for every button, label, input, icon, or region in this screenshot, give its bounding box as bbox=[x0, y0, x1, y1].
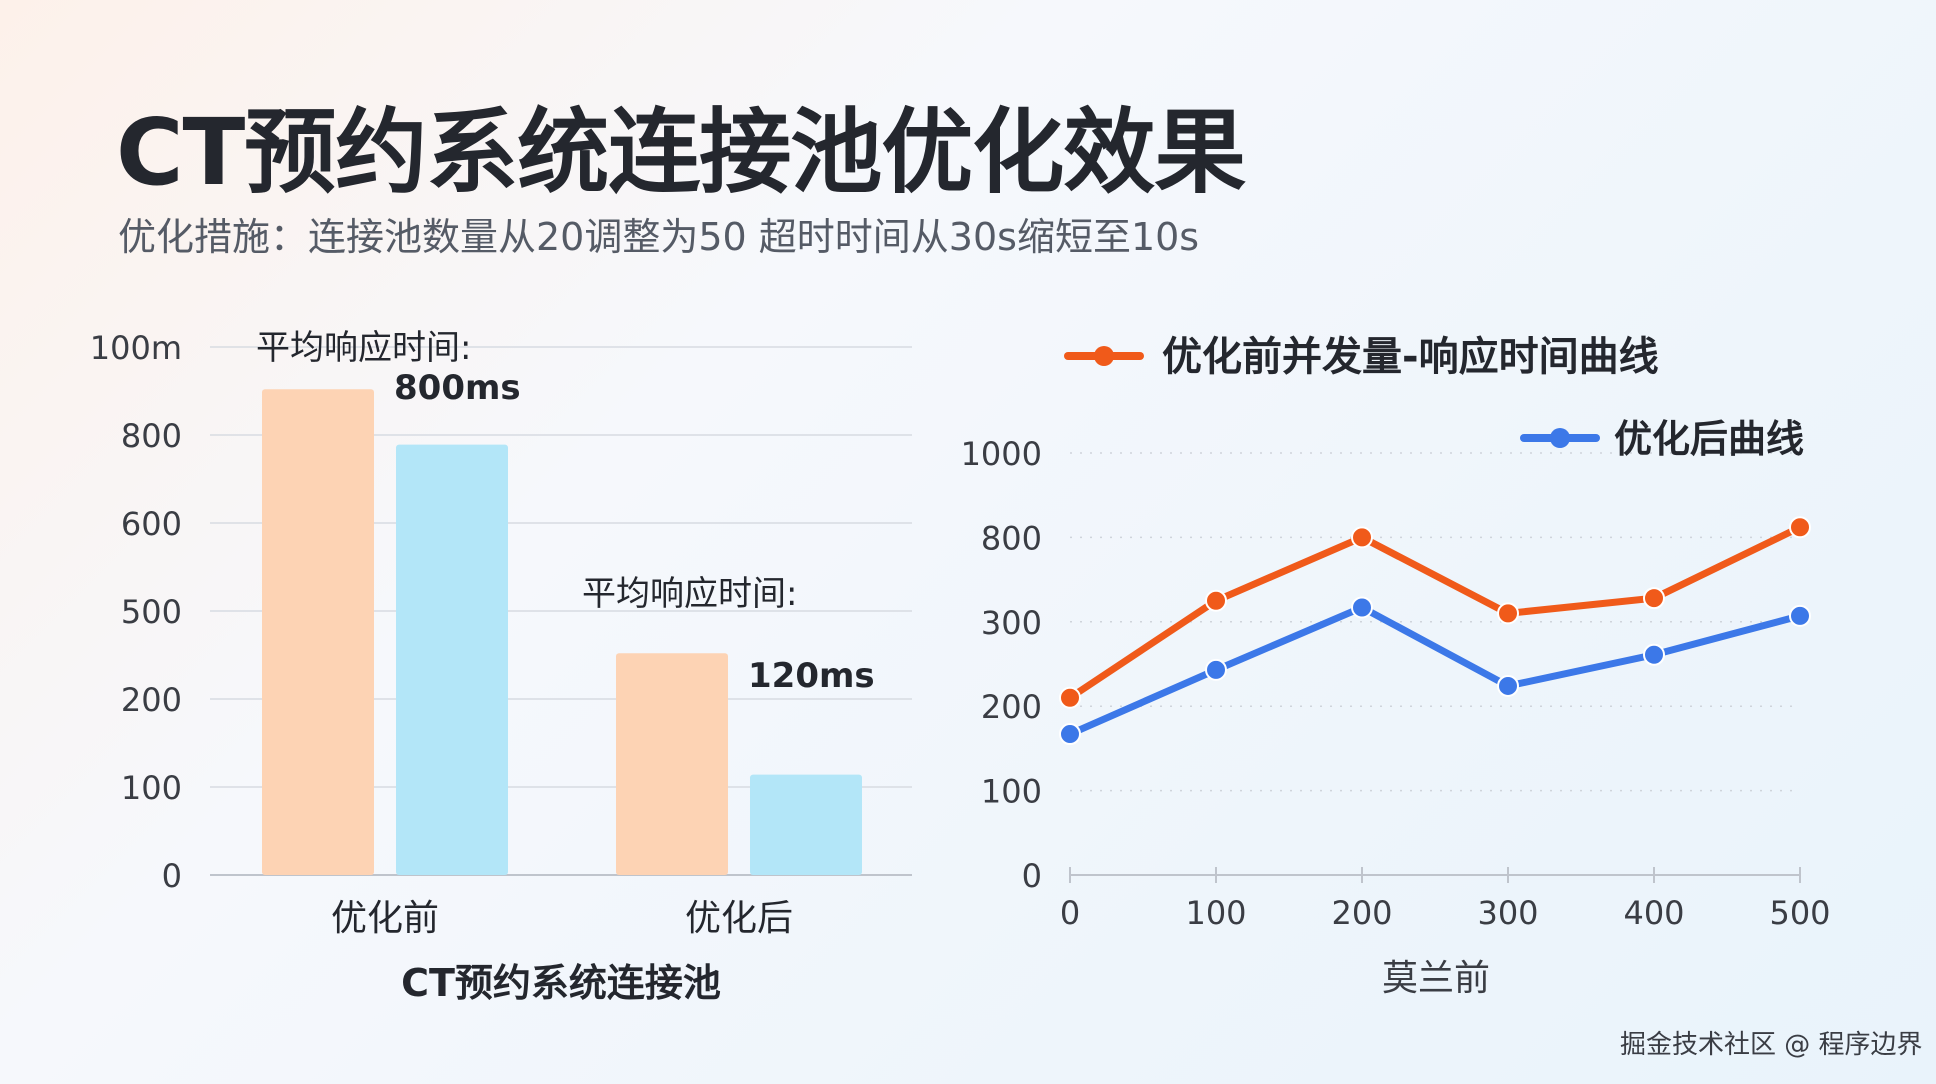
data-point bbox=[1205, 589, 1227, 612]
line-x-tick-label: 0 bbox=[1060, 894, 1080, 932]
bar-y-tick-label: 800 bbox=[121, 417, 182, 455]
line-y-tick-label: 800 bbox=[981, 519, 1042, 557]
bar-chart: 0 100 200 500 600 800 100m 优化前 优化后 CT预约系统连接池 bbox=[90, 329, 912, 1000]
data-point bbox=[1789, 516, 1811, 539]
bar-y-tick-label: 200 bbox=[121, 681, 182, 719]
data-point bbox=[1643, 643, 1665, 666]
data-point bbox=[1789, 604, 1811, 627]
line-y-tick-label: 1000 bbox=[961, 435, 1042, 473]
legend-swatch-marker bbox=[1094, 346, 1114, 366]
bar-x-axis-title: CT预约系统连接池 bbox=[401, 961, 721, 1000]
line-y-tick-label: 0 bbox=[1022, 857, 1042, 895]
legend-label: 优化后曲线 bbox=[1614, 417, 1804, 461]
line-x-tick-label: 100 bbox=[1185, 894, 1246, 932]
line-y-tick-label: 200 bbox=[981, 688, 1042, 726]
series-line bbox=[1066, 523, 1804, 702]
page-title: CT预约系统连接池优化效果 bbox=[116, 99, 1246, 206]
legend-swatch-marker bbox=[1550, 428, 1570, 448]
series-line bbox=[1066, 603, 1804, 738]
bar bbox=[750, 774, 862, 875]
bar-annotation-label: 平均响应时间: bbox=[582, 574, 798, 614]
legend-label: 优化前并发量-响应时间曲线 bbox=[1162, 334, 1659, 380]
data-point bbox=[1351, 526, 1373, 549]
data-point bbox=[1497, 602, 1519, 625]
bar-annotation-value: 120ms bbox=[748, 656, 875, 696]
bar bbox=[396, 444, 508, 875]
line-chart: 0 100 200 300 800 1000 0 100 200 300 400 500 莫兰前 优化前并… bbox=[961, 334, 1831, 999]
line-x-axis-title: 莫兰前 bbox=[1382, 958, 1490, 999]
line-x-tick-label: 500 bbox=[1769, 894, 1830, 932]
bar bbox=[262, 389, 374, 875]
bar-y-tick-label: 100 bbox=[121, 769, 182, 807]
line-y-tick-label: 300 bbox=[981, 604, 1042, 642]
bar-annotation-label: 平均响应时间: bbox=[256, 328, 472, 368]
data-point bbox=[1059, 686, 1081, 709]
data-point bbox=[1059, 723, 1081, 746]
bar-x-tick-label: 优化前 bbox=[331, 898, 439, 939]
page-subtitle: 优化措施：连接池数量从20调整为50 超时时间从30s缩短至10s bbox=[118, 215, 1200, 259]
data-point bbox=[1497, 674, 1519, 697]
data-point bbox=[1205, 658, 1227, 681]
data-point bbox=[1643, 587, 1665, 610]
bar-y-tick-label: 600 bbox=[121, 505, 182, 543]
bar-annotation-value: 800ms bbox=[394, 368, 521, 408]
data-point bbox=[1351, 596, 1373, 619]
line-y-tick-label: 100 bbox=[981, 773, 1042, 811]
bar-y-tick-label: 100m bbox=[90, 329, 182, 367]
bar-y-tick-label: 0 bbox=[162, 857, 182, 895]
line-x-tick-label: 300 bbox=[1477, 894, 1538, 932]
bar-x-tick-label: 优化后 bbox=[685, 898, 793, 939]
line-x-tick-label: 200 bbox=[1331, 894, 1392, 932]
bar-y-tick-label: 500 bbox=[121, 593, 182, 631]
watermark: 掘金技术社区 @ 程序边界 bbox=[1620, 1030, 1923, 1060]
bar bbox=[616, 653, 728, 875]
line-x-tick-label: 400 bbox=[1623, 894, 1684, 932]
